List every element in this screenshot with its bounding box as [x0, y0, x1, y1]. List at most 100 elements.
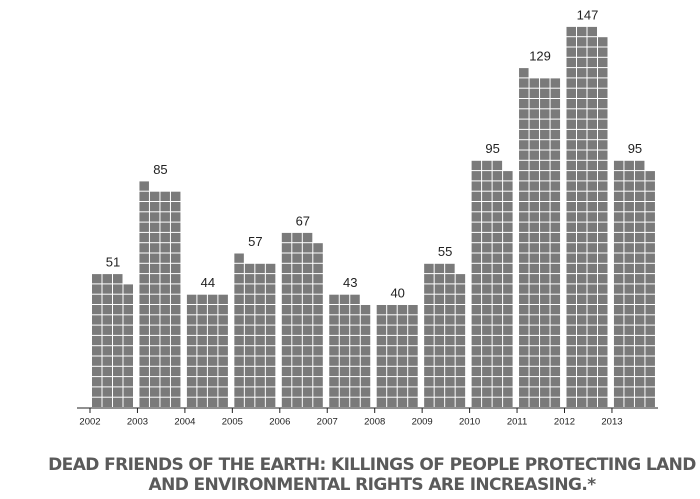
unit-cell — [92, 315, 102, 325]
unit-cell — [529, 129, 540, 140]
unit-cell — [492, 232, 503, 243]
unit-cell — [339, 397, 350, 407]
unit-cell — [434, 305, 445, 315]
unit-cell — [265, 366, 276, 377]
unit-cell — [577, 325, 587, 335]
unit-cell — [360, 325, 371, 335]
unit-cell — [424, 305, 434, 315]
unit-cell — [540, 88, 550, 98]
unit-cell — [550, 109, 561, 119]
unit-cell — [577, 212, 587, 222]
unit-cell — [634, 222, 645, 232]
unit-cell — [313, 325, 323, 335]
unit-cell — [550, 305, 561, 315]
unit-cell — [329, 377, 339, 387]
unit-cell — [445, 315, 455, 325]
unit-cell — [139, 315, 149, 325]
unit-cell — [265, 377, 276, 387]
unit-cell — [170, 305, 181, 315]
unit-cell — [519, 366, 529, 377]
unit-cell — [255, 377, 265, 387]
unit-cell — [577, 284, 587, 294]
unit-cell — [313, 335, 323, 346]
unit-column — [92, 274, 133, 407]
unit-cell — [482, 171, 492, 181]
unit-cell — [540, 346, 550, 356]
unit-cell — [503, 253, 513, 263]
unit-cell — [455, 366, 466, 377]
unit-cell — [186, 387, 197, 397]
unit-cell — [455, 377, 466, 387]
unit-cell — [102, 335, 112, 346]
unit-cell — [613, 325, 624, 335]
unit-cell — [645, 274, 655, 284]
unit-cell — [123, 305, 133, 315]
unit-cell — [613, 284, 624, 294]
unit-cell — [149, 397, 160, 407]
unit-cell — [255, 366, 265, 377]
unit-cell — [455, 305, 466, 315]
unit-cell — [244, 335, 255, 346]
unit-cell — [113, 387, 123, 397]
unit-cell — [92, 274, 102, 284]
unit-cell — [329, 315, 339, 325]
unit-cell — [113, 294, 123, 304]
unit-cell — [598, 356, 608, 366]
unit-cell — [482, 212, 492, 222]
unit-cell — [482, 232, 492, 243]
unit-cell — [424, 315, 434, 325]
unit-cell — [113, 397, 123, 407]
unit-cell — [186, 315, 197, 325]
unit-cell — [519, 78, 529, 88]
unit-cell — [197, 315, 207, 325]
unit-cell — [329, 305, 339, 315]
unit-cell — [302, 253, 313, 263]
unit-cell — [529, 274, 540, 284]
unit-cell — [598, 160, 608, 171]
unit-cell — [550, 119, 561, 129]
unit-cell — [550, 232, 561, 243]
unit-cell — [598, 366, 608, 377]
unit-cell — [613, 222, 624, 232]
unit-cell — [540, 366, 550, 377]
unit-cell — [339, 346, 350, 356]
unit-cell — [313, 243, 323, 253]
unit-cell — [598, 202, 608, 212]
unit-cell — [139, 356, 149, 366]
unit-cell — [587, 315, 597, 325]
unit-cell — [218, 397, 228, 407]
unit-cell — [482, 356, 492, 366]
unit-cell — [529, 171, 540, 181]
unit-cell — [540, 78, 550, 88]
unit-cell — [519, 119, 529, 129]
unit-cell — [350, 387, 360, 397]
unit-cell — [350, 397, 360, 407]
unit-cell — [434, 315, 445, 325]
unit-cell — [471, 191, 482, 201]
unit-cell — [186, 356, 197, 366]
value-label: 147 — [577, 7, 599, 22]
chart-title: DEAD FRIENDS OF THE EARTH: KILLINGS OF P… — [48, 455, 696, 475]
unit-cell — [313, 294, 323, 304]
unit-cell — [408, 366, 418, 377]
unit-cell — [550, 212, 561, 222]
unit-cell — [566, 335, 576, 346]
unit-cell — [424, 387, 434, 397]
unit-cell — [645, 335, 655, 346]
unit-cell — [598, 57, 608, 68]
unit-cell — [292, 294, 302, 304]
unit-cell — [613, 377, 624, 387]
unit-cell — [566, 305, 576, 315]
unit-cell — [577, 181, 587, 191]
unit-cell — [540, 99, 550, 109]
unit-cell — [634, 181, 645, 191]
unit-cell — [424, 294, 434, 304]
unit-cell — [234, 397, 244, 407]
unit-cell — [540, 377, 550, 387]
unit-cell — [566, 150, 576, 160]
unit-cell — [376, 335, 387, 346]
unit-column — [566, 26, 608, 407]
unit-cell — [566, 171, 576, 181]
unit-cell — [149, 294, 160, 304]
unit-cell — [170, 294, 181, 304]
